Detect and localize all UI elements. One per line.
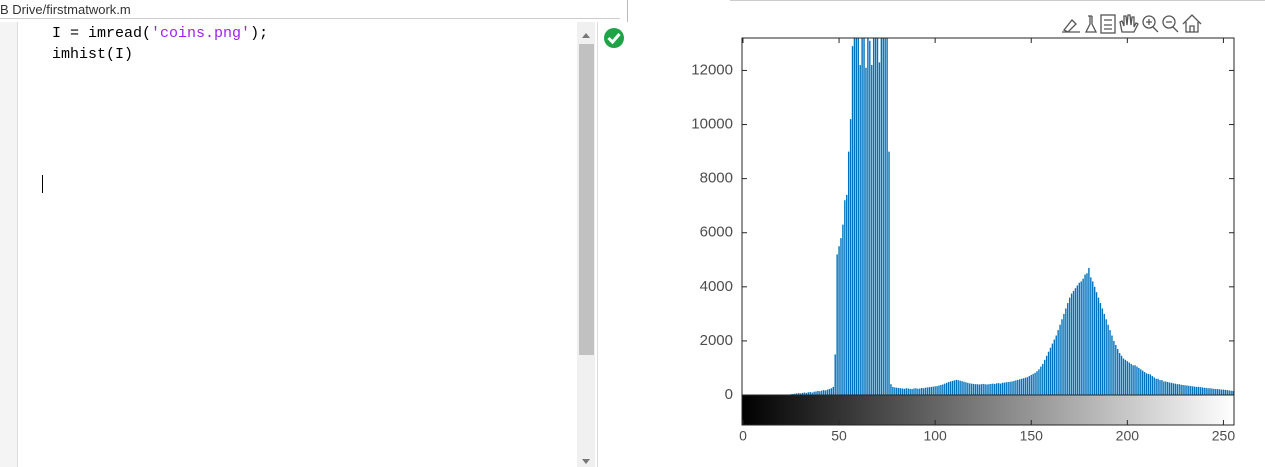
y-tick-label: 4000: [700, 278, 733, 295]
code-line[interactable]: imhist(I): [52, 46, 133, 63]
x-tick-label: 200: [1116, 428, 1140, 444]
code: I = imread(: [52, 25, 152, 42]
status-ok-icon: [604, 28, 624, 48]
text-cursor: [42, 175, 43, 193]
colorbar: [741, 394, 1235, 426]
gutter: [0, 22, 18, 467]
x-tick-label: 100: [923, 428, 947, 444]
y-tick-label: 0: [725, 386, 733, 403]
scroll-arrows: [582, 33, 590, 464]
code: );: [250, 25, 269, 42]
x-tick-label: 50: [831, 428, 847, 444]
x-tick-label: 250: [1212, 428, 1236, 444]
code-line[interactable]: I = imread('coins.png');: [52, 25, 268, 42]
editor: B Drive/firstmatwork.m I = imread('coins…: [0, 0, 628, 467]
file-path: B Drive/firstmatwork.m: [0, 2, 131, 17]
axes-box: [741, 37, 1235, 396]
y-tick-label: 8000: [700, 170, 733, 187]
status-column: [597, 22, 628, 467]
bars: [790, 38, 1234, 395]
scroll-thumb[interactable]: [579, 44, 594, 355]
y-tick-label: 2000: [700, 332, 733, 349]
y-tick-label: 6000: [700, 224, 733, 241]
code-string: 'coins.png': [151, 25, 251, 42]
code: imhist(I): [52, 46, 134, 63]
divider: [0, 18, 620, 19]
x-tick-label: 0: [739, 428, 747, 444]
x-tick-label: 150: [1020, 428, 1044, 444]
figure: 0 2000 4000 6000 8000 10000 12000 0 50 100 150 200 2…: [691, 0, 1265, 444]
y-tick-label: 10000: [691, 116, 733, 133]
figure-toolbar[interactable]: [1062, 14, 1202, 34]
y-tick-label: 12000: [691, 61, 733, 78]
